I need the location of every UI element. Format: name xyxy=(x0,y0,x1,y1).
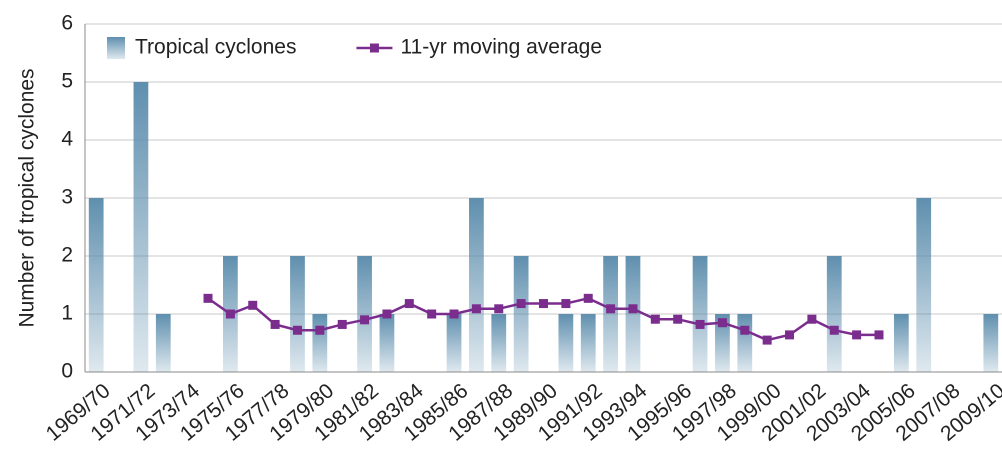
marker xyxy=(203,293,213,303)
bar xyxy=(312,314,328,372)
marker xyxy=(471,304,481,314)
bar xyxy=(469,198,484,372)
bar xyxy=(88,198,104,372)
legend-label: 11-yr moving average xyxy=(400,36,602,59)
bar xyxy=(133,82,149,372)
bar xyxy=(893,314,909,372)
marker xyxy=(874,330,884,340)
marker xyxy=(807,314,817,324)
y-axis-label: Number of tropical cyclones xyxy=(16,68,39,327)
marker xyxy=(360,315,370,325)
marker xyxy=(561,299,571,309)
marker xyxy=(762,335,772,345)
y-tick-label: 3 xyxy=(61,186,73,209)
bar xyxy=(826,256,842,372)
marker xyxy=(695,319,705,329)
marker xyxy=(539,299,548,309)
marker xyxy=(583,293,593,303)
bar xyxy=(558,314,574,372)
bar xyxy=(580,314,596,372)
marker xyxy=(337,319,347,329)
bar xyxy=(715,314,730,372)
bar xyxy=(625,256,641,372)
marker xyxy=(494,304,504,314)
legend-swatch xyxy=(107,37,125,59)
y-tick-label: 4 xyxy=(61,128,73,151)
y-tick-label: 0 xyxy=(61,360,73,383)
bar xyxy=(692,256,708,372)
bar xyxy=(603,256,618,372)
marker xyxy=(315,325,325,335)
marker xyxy=(673,314,683,324)
bar xyxy=(379,314,395,372)
bar xyxy=(446,314,462,372)
marker xyxy=(785,330,795,340)
marker xyxy=(852,330,862,340)
marker xyxy=(404,299,414,309)
bar xyxy=(916,198,932,372)
marker xyxy=(606,304,616,314)
y-tick-label: 2 xyxy=(61,244,73,267)
legend-label: Tropical cyclones xyxy=(135,36,296,59)
marker xyxy=(829,325,839,335)
marker xyxy=(740,325,750,335)
marker xyxy=(382,309,392,319)
bar xyxy=(155,314,171,372)
bar xyxy=(983,314,999,372)
legend-marker xyxy=(369,43,379,53)
marker xyxy=(717,318,727,328)
bar xyxy=(737,314,753,372)
marker xyxy=(650,314,660,324)
bar xyxy=(513,256,529,372)
marker xyxy=(628,304,638,314)
marker xyxy=(427,309,437,319)
bar xyxy=(290,256,305,372)
marker xyxy=(248,300,258,310)
y-tick-label: 6 xyxy=(61,12,73,35)
bar xyxy=(357,256,372,372)
y-tick-label: 1 xyxy=(61,302,73,325)
marker xyxy=(292,325,302,335)
marker xyxy=(225,309,235,319)
marker xyxy=(449,309,459,319)
y-tick-label: 5 xyxy=(61,70,73,93)
marker xyxy=(270,319,280,329)
marker xyxy=(516,299,526,309)
bar xyxy=(491,314,507,372)
